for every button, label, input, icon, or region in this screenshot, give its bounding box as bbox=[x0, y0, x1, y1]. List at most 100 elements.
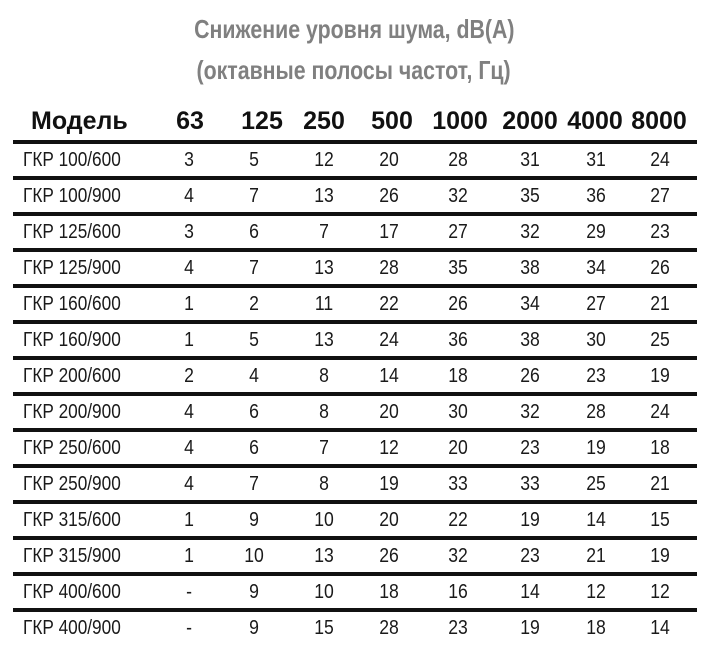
table-cell: 23 bbox=[586, 365, 606, 387]
row-model: ГКР 315/600 bbox=[23, 509, 121, 531]
table-cell: 7 bbox=[249, 257, 259, 279]
row-divider bbox=[13, 500, 697, 504]
row-model: ГКР 200/600 bbox=[23, 365, 121, 387]
table-cell: 13 bbox=[314, 185, 334, 207]
row-divider bbox=[13, 572, 697, 576]
table-cell: 20 bbox=[379, 149, 399, 171]
row-divider bbox=[13, 320, 697, 324]
table-cell: 4 bbox=[184, 257, 194, 279]
header-4000: 4000 bbox=[567, 107, 623, 135]
table-cell: 36 bbox=[448, 329, 468, 351]
table-cell: 28 bbox=[448, 149, 468, 171]
row-model: ГКР 315/900 bbox=[23, 545, 121, 567]
table-cell: 19 bbox=[379, 473, 399, 495]
table-cell: 8 bbox=[319, 401, 329, 423]
table-cell: 29 bbox=[586, 221, 606, 243]
row-model: ГКР 125/600 bbox=[23, 221, 121, 243]
table-cell: 6 bbox=[249, 437, 259, 459]
table-cell: 23 bbox=[650, 221, 670, 243]
table-cell: 7 bbox=[249, 473, 259, 495]
table-cell: 10 bbox=[314, 581, 334, 603]
table-cell: 26 bbox=[379, 185, 399, 207]
table-cell: 16 bbox=[448, 581, 468, 603]
table-cell: 18 bbox=[379, 581, 399, 603]
table-cell: 12 bbox=[379, 437, 399, 459]
table-cell: 1 bbox=[184, 509, 194, 531]
table-cell: 25 bbox=[650, 329, 670, 351]
row-divider bbox=[13, 392, 697, 396]
title-text-2: (октавные полосы частот, Гц) bbox=[196, 55, 512, 85]
table-cell: 21 bbox=[586, 545, 606, 567]
row-model: ГКР 200/900 bbox=[23, 401, 121, 423]
row-divider bbox=[13, 464, 697, 468]
table-cell: 14 bbox=[379, 365, 399, 387]
table-cell: 8 bbox=[319, 365, 329, 387]
table-cell: 32 bbox=[448, 185, 468, 207]
table-cell: 27 bbox=[448, 221, 468, 243]
row-model: ГКР 250/600 bbox=[23, 437, 121, 459]
title-text-1: Снижение уровня шума, dB(A) bbox=[193, 14, 515, 44]
row-divider bbox=[13, 536, 697, 540]
table-cell: 26 bbox=[448, 293, 468, 315]
table-cell: 10 bbox=[314, 509, 334, 531]
table-cell: 10 bbox=[244, 545, 264, 567]
title-line-1: Снижение уровня шума, dB(A) bbox=[0, 14, 708, 44]
table-cell: 7 bbox=[319, 437, 329, 459]
table-cell: 30 bbox=[448, 401, 468, 423]
table-cell: 20 bbox=[379, 509, 399, 531]
row-model: ГКР 100/600 bbox=[23, 149, 121, 171]
table-cell: - bbox=[186, 617, 192, 639]
table-cell: 26 bbox=[520, 365, 540, 387]
row-model: ГКР 400/900 bbox=[23, 617, 121, 639]
header-63: 63 bbox=[176, 107, 204, 135]
row-model: ГКР 160/600 bbox=[23, 293, 121, 315]
table-cell: 6 bbox=[249, 221, 259, 243]
table-cell: 4 bbox=[184, 185, 194, 207]
table-cell: 26 bbox=[379, 545, 399, 567]
table-cell: 19 bbox=[520, 617, 540, 639]
table-cell: 33 bbox=[520, 473, 540, 495]
table-cell: 27 bbox=[650, 185, 670, 207]
header-2000: 2000 bbox=[502, 107, 558, 135]
table-cell: 2 bbox=[184, 365, 194, 387]
table-cell: 7 bbox=[319, 221, 329, 243]
table-cell: 19 bbox=[650, 365, 670, 387]
table-cell: 4 bbox=[184, 401, 194, 423]
table-cell: 18 bbox=[448, 365, 468, 387]
header-125: 125 bbox=[241, 107, 283, 135]
row-model: ГКР 100/900 bbox=[23, 185, 121, 207]
table-cell: 5 bbox=[249, 329, 259, 351]
header-8000: 8000 bbox=[631, 107, 687, 135]
table-cell: 1 bbox=[184, 293, 194, 315]
table-cell: 22 bbox=[379, 293, 399, 315]
table-cell: 4 bbox=[249, 365, 259, 387]
table-cell: 35 bbox=[448, 257, 468, 279]
table-cell: 5 bbox=[249, 149, 259, 171]
table-cell: 6 bbox=[249, 401, 259, 423]
row-divider bbox=[13, 428, 697, 432]
table-cell: 22 bbox=[448, 509, 468, 531]
row-divider bbox=[13, 248, 697, 252]
header-model: Модель bbox=[31, 107, 128, 135]
row-model: ГКР 125/900 bbox=[23, 257, 121, 279]
header-250: 250 bbox=[303, 107, 345, 135]
table-cell: 11 bbox=[314, 293, 334, 315]
row-divider bbox=[13, 176, 697, 180]
table-cell: 34 bbox=[586, 257, 606, 279]
table-cell: 1 bbox=[184, 545, 194, 567]
table-cell: 26 bbox=[650, 257, 670, 279]
table-cell: 28 bbox=[379, 617, 399, 639]
table-cell: 19 bbox=[520, 509, 540, 531]
table-cell: 14 bbox=[520, 581, 540, 603]
table-cell: 27 bbox=[586, 293, 606, 315]
table-cell: 13 bbox=[314, 329, 334, 351]
table-cell: 30 bbox=[586, 329, 606, 351]
row-divider bbox=[13, 608, 697, 612]
table-cell: 32 bbox=[448, 545, 468, 567]
table-cell: 28 bbox=[586, 401, 606, 423]
table-cell: 36 bbox=[586, 185, 606, 207]
table-cell: 12 bbox=[314, 149, 334, 171]
table-cell: 25 bbox=[586, 473, 606, 495]
table-cell: 3 bbox=[184, 149, 194, 171]
table-cell: 18 bbox=[586, 617, 606, 639]
